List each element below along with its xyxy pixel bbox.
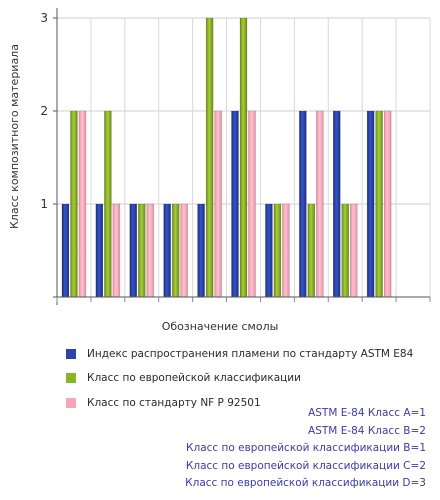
bar-series-2-category-10 <box>375 110 383 298</box>
legend-swatch-nfp <box>66 397 76 408</box>
bar-series-2-category-6 <box>239 17 248 298</box>
bar-series-2-category-5 <box>205 17 214 298</box>
legend-label-european: Класс по европейской классификации <box>87 372 301 384</box>
legend-swatch-astm <box>66 348 76 359</box>
bar-series-3-category-9 <box>349 203 358 298</box>
bar-series-1-category-5 <box>197 203 205 298</box>
y-axis-label: Класс композитного материала <box>8 44 21 229</box>
bar-series-1-category-10 <box>366 110 375 298</box>
bar-series-2-category-4 <box>171 203 180 298</box>
bar-series-1-category-1 <box>61 203 70 298</box>
bar-series-3-category-7 <box>282 203 290 298</box>
y-tick-label: 2 <box>40 104 48 118</box>
bar-series-3-category-4 <box>180 203 188 298</box>
note-line: ASTM E-84 Класс B=2 <box>308 424 426 437</box>
bar-series-2-category-1 <box>70 110 78 298</box>
bar-series-3-category-6 <box>248 110 256 298</box>
legend-swatch-european <box>66 373 76 383</box>
bar-series-2-category-7 <box>273 203 282 298</box>
legend: Индекс распространения пламени по станда… <box>66 347 413 421</box>
bar-series-2-category-3 <box>138 203 146 298</box>
x-axis-label: Обозначение смолы <box>161 320 279 333</box>
bar-series-3-category-3 <box>146 203 155 298</box>
bar-series-3-category-2 <box>112 203 121 298</box>
bar-series-1-category-4 <box>163 203 171 298</box>
class-notes: ASTM E-84 Класс A=1 ASTM E-84 Класс B=2 … <box>185 405 426 493</box>
bar-series-3-category-10 <box>383 110 392 298</box>
note-line: ASTM E-84 Класс A=1 <box>308 407 426 419</box>
legend-item: Класс по стандарту NF P 92501 <box>66 396 413 409</box>
bar-series-1-category-7 <box>265 203 273 298</box>
gridlines <box>56 17 431 297</box>
bar-series-1-category-3 <box>129 203 138 298</box>
bar-series-1-category-9 <box>332 110 341 298</box>
bar-series-1-category-2 <box>95 203 104 298</box>
legend-label-astm: Индекс распространения пламени по станда… <box>87 347 414 360</box>
y-tick-label: 3 <box>40 11 48 25</box>
note-line: Класс по европейской классификации D=3 <box>185 477 426 489</box>
bar-series-2-category-9 <box>341 203 349 298</box>
legend-label-nfp: Класс по стандарту NF P 92501 <box>87 396 261 409</box>
legend-item: Индекс распространения пламени по станда… <box>66 347 413 360</box>
y-tick-label: 1 <box>40 197 48 211</box>
bar-series-3-category-1 <box>78 110 87 298</box>
bar-series-3-category-5 <box>214 110 222 298</box>
axes: 1 2 3 <box>40 8 431 305</box>
bar-series-1-category-8 <box>299 110 307 298</box>
bar-series-2-category-8 <box>307 203 316 298</box>
bar-series-1-category-6 <box>231 110 239 298</box>
note-line: Класс по европейской классификации B=1 <box>186 442 426 454</box>
bar-series-3-category-8 <box>316 110 324 298</box>
bars <box>61 17 392 298</box>
bar-series-2-category-2 <box>104 110 112 298</box>
legend-item: Класс по европейской классификации <box>66 372 413 385</box>
note-line: Класс по европейской классификации C=2 <box>185 459 426 472</box>
